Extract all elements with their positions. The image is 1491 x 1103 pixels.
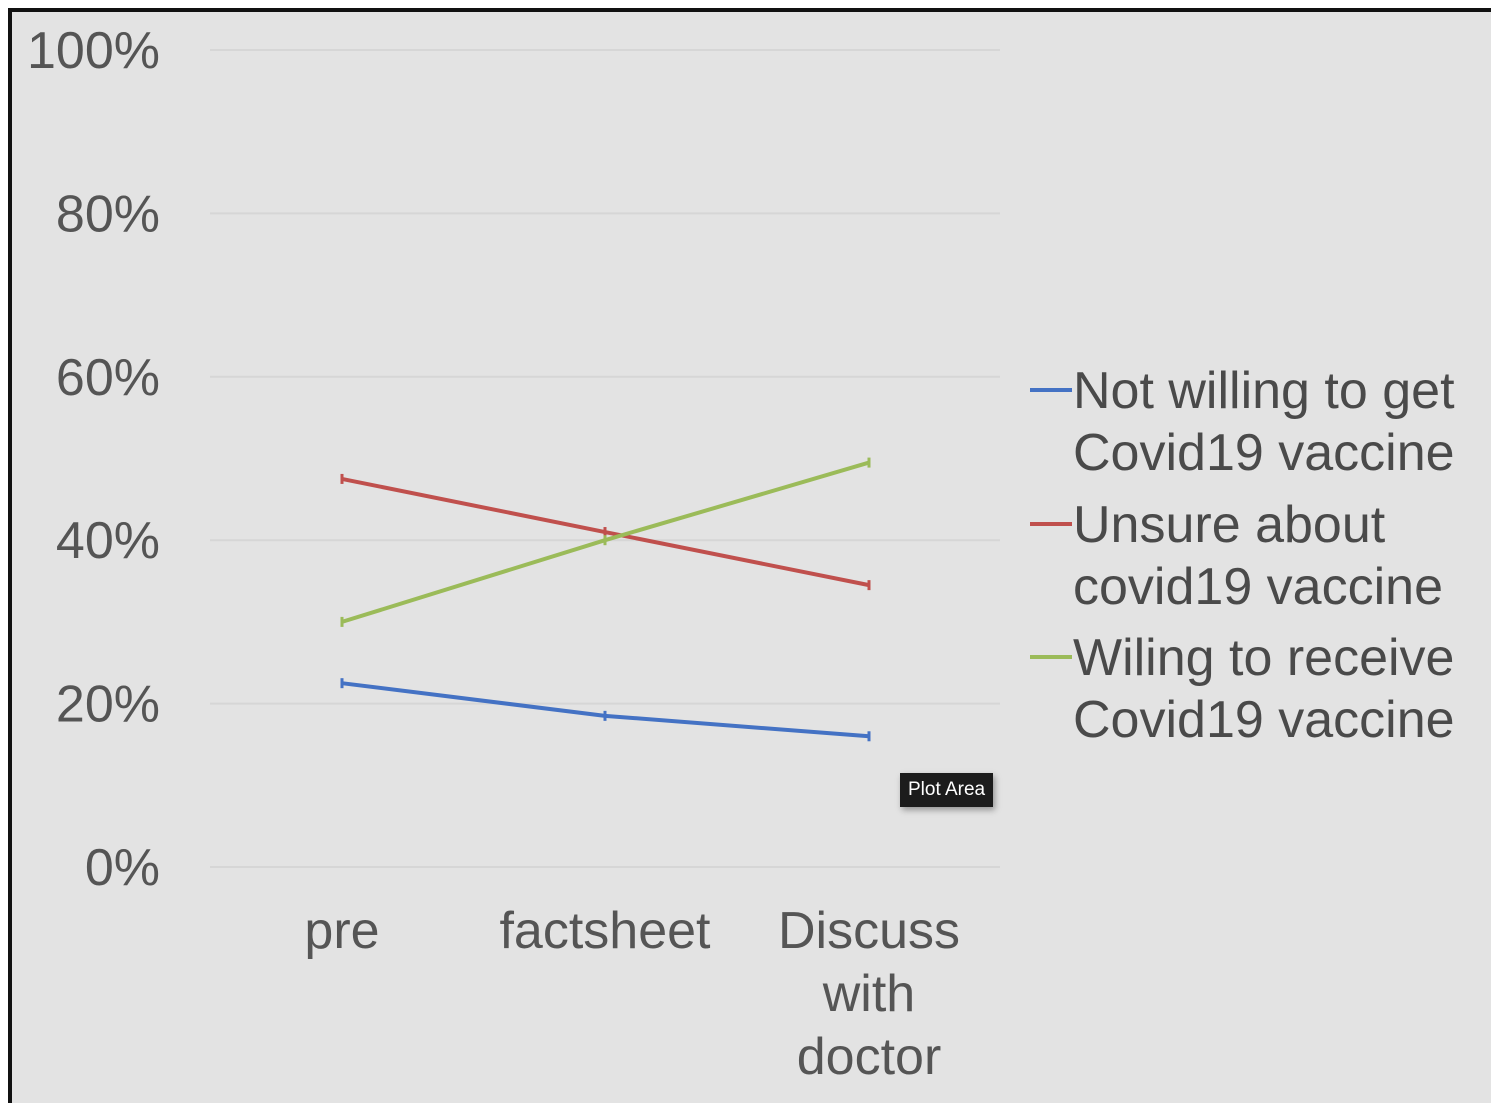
y-tick-label: 80% bbox=[56, 185, 160, 243]
y-tick-label: 0% bbox=[85, 839, 160, 897]
series-line bbox=[341, 681, 870, 739]
gridlines bbox=[210, 49, 1000, 868]
y-tick-label: 40% bbox=[56, 512, 160, 570]
x-category-label: pre bbox=[304, 902, 379, 960]
x-axis-categories: pre factsheet Discuss with doctor bbox=[304, 902, 960, 1086]
y-axis-ticks: 0% 20% 40% 60% 80% 100% bbox=[27, 22, 160, 897]
y-tick-label: 60% bbox=[56, 349, 160, 407]
plot-area-tooltip: Plot Area bbox=[900, 773, 994, 807]
y-tick-label: 20% bbox=[56, 676, 160, 734]
x-category-label: Discuss with doctor bbox=[778, 902, 960, 1086]
legend-label: Not willing to get Covid19 vaccine bbox=[1073, 362, 1455, 482]
legend-label: Unsure about covid19 vaccine bbox=[1073, 496, 1443, 616]
x-category-label: factsheet bbox=[499, 902, 711, 960]
y-tick-label: 100% bbox=[27, 22, 160, 80]
legend: Not willing to get Covid19 vaccine Unsure … bbox=[1030, 362, 1455, 749]
series-lines bbox=[340, 457, 871, 742]
legend-label: Wiling to receive Covid19 vaccine bbox=[1073, 629, 1455, 749]
chart-frame bbox=[8, 8, 1491, 1103]
